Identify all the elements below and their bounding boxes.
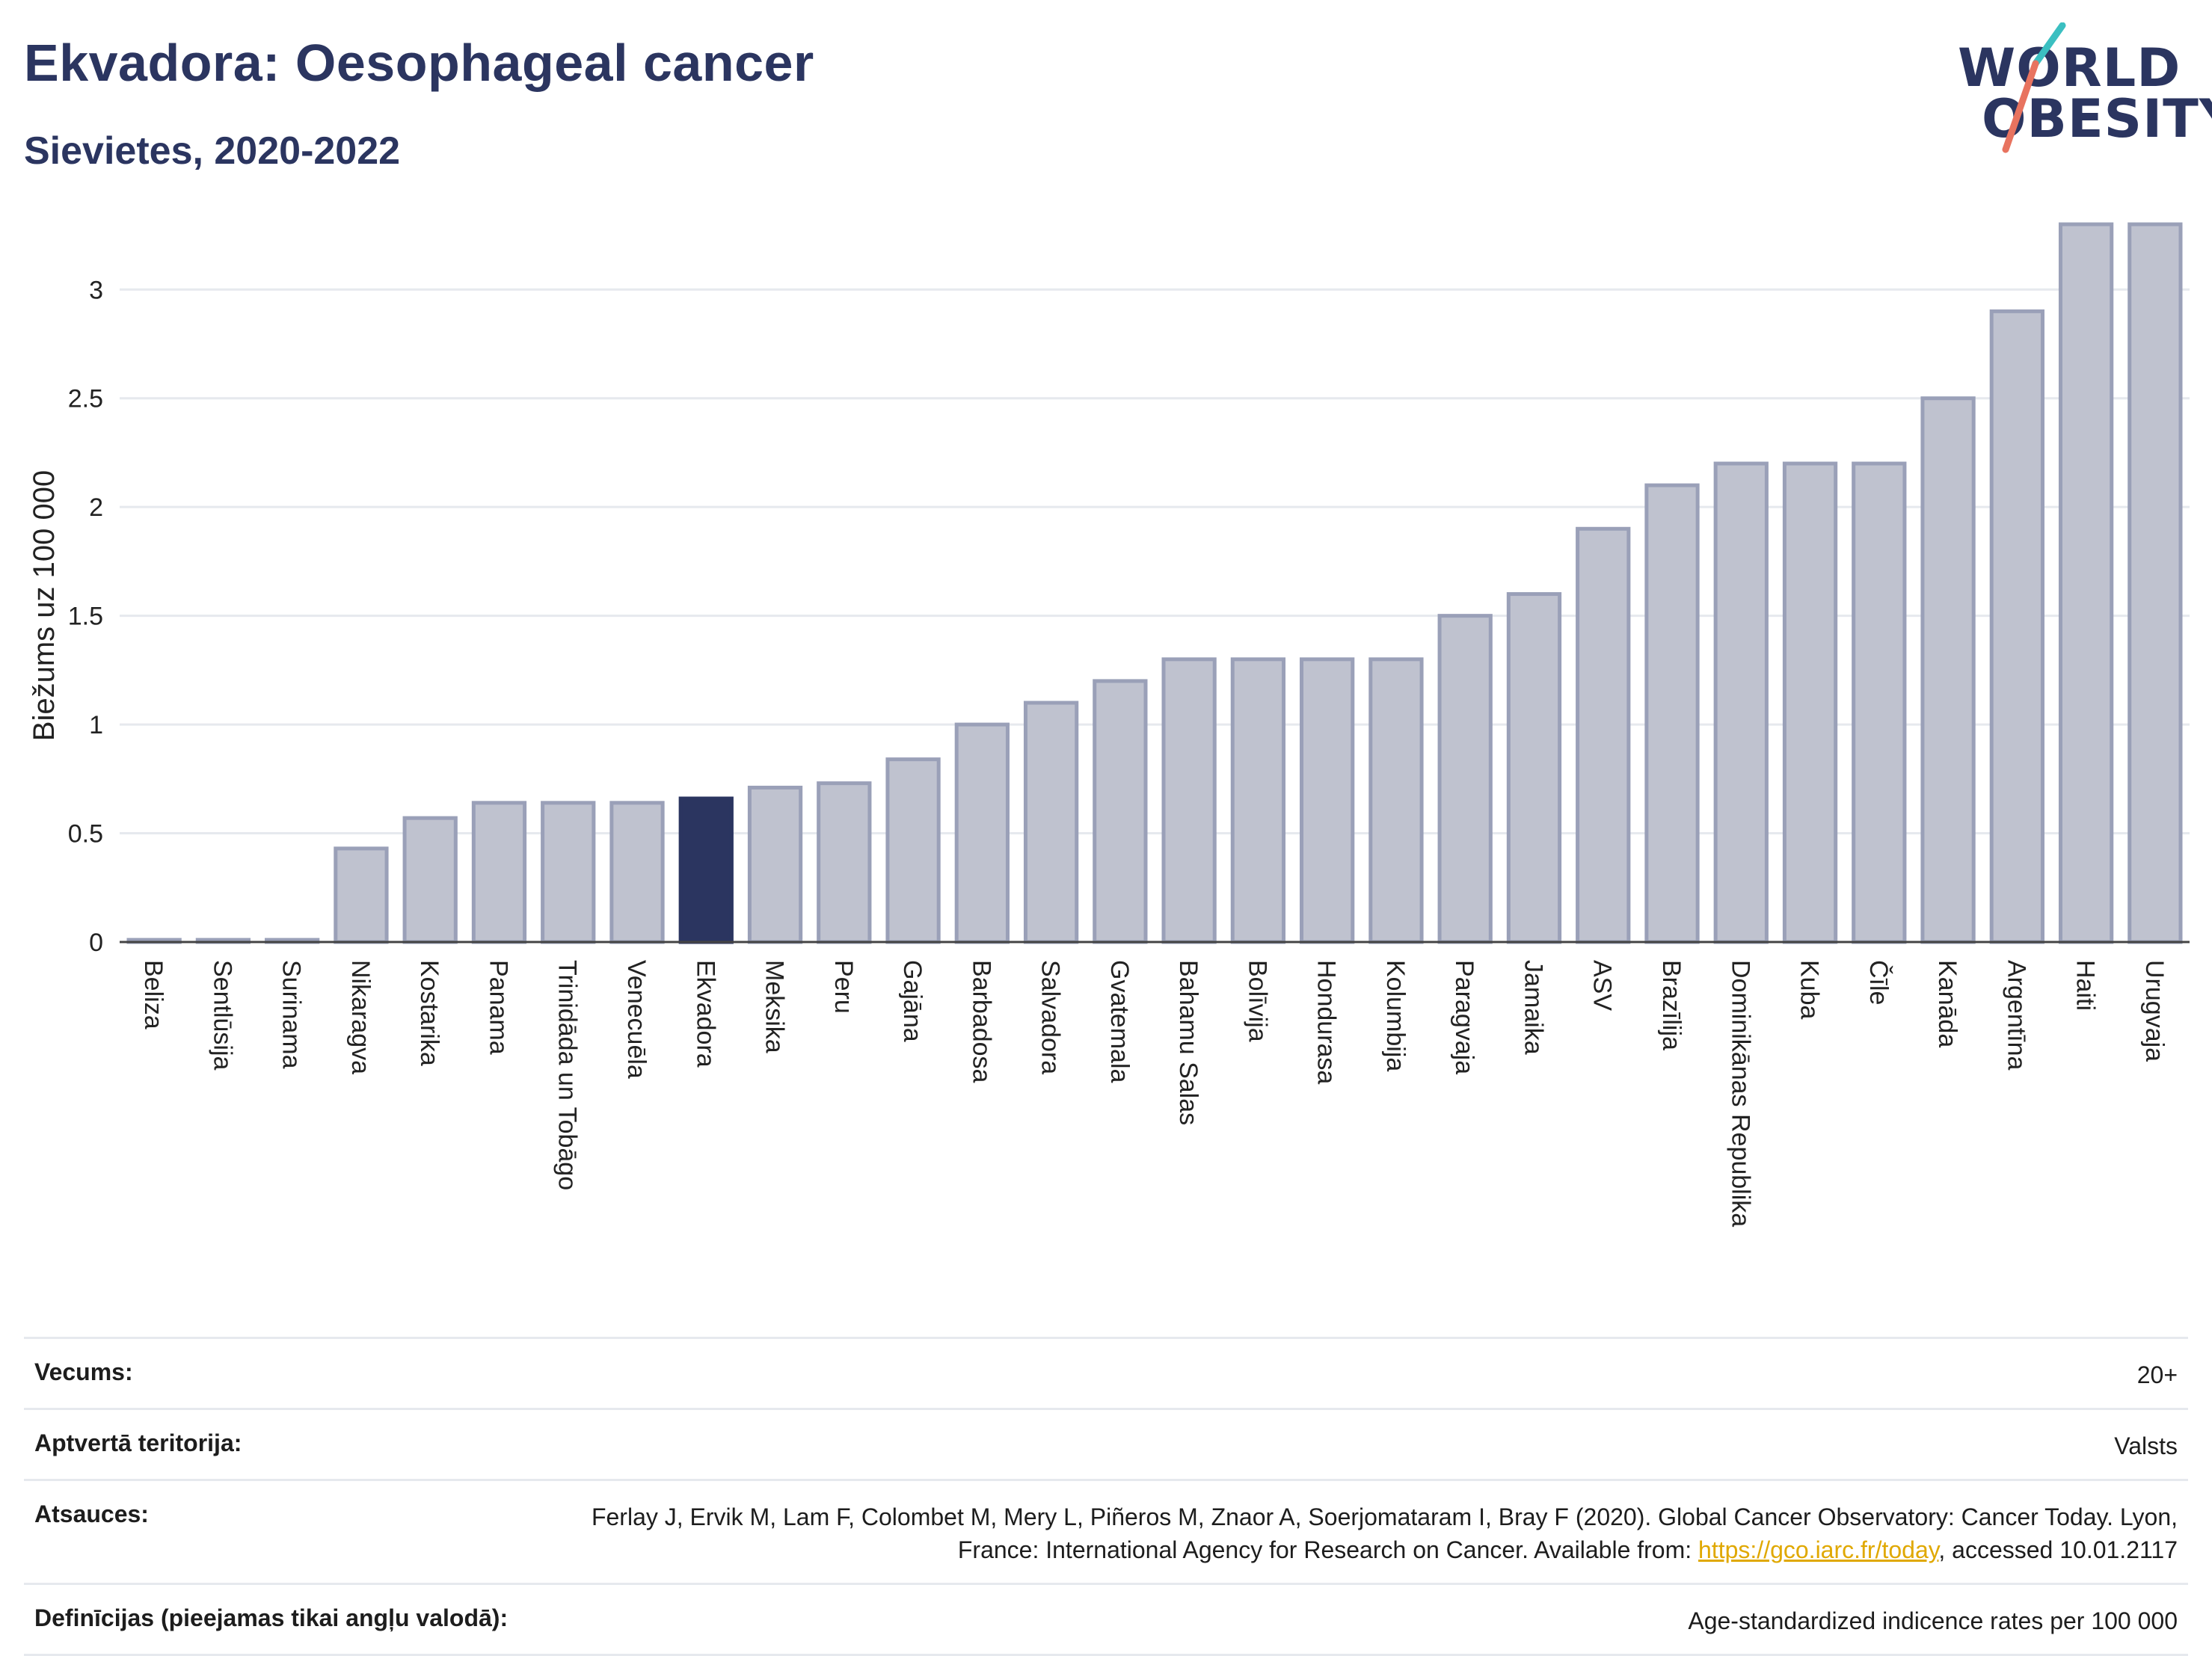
x-tick-label: Bolīvija <box>1243 960 1271 1042</box>
y-tick-label: 1.5 <box>68 603 103 631</box>
info-label-definitions: Definīcijas (pieejamas tikai angļu valod… <box>34 1604 509 1631</box>
y-axis-label: Biežums uz 100 000 <box>28 470 61 741</box>
bar <box>1161 657 1217 944</box>
x-tick-label: Venecuēla <box>622 960 651 1079</box>
x-tick-label: Hondurasa <box>1312 960 1341 1084</box>
bar <box>471 801 527 944</box>
bar <box>1713 461 1769 944</box>
logo-slash-icon <box>2002 22 2066 153</box>
x-tick-label: Čīle <box>1864 960 1893 1005</box>
x-tick-label: Ekvadora <box>691 960 719 1068</box>
info-value-definitions: Age-standardized indicence rates per 100… <box>1688 1607 2178 1634</box>
y-tick-label: 0 <box>89 929 103 957</box>
x-tick-label: Dominikānas Republika <box>1726 960 1754 1227</box>
bar <box>1852 461 1907 944</box>
bar <box>609 801 665 944</box>
bar <box>1437 614 1493 944</box>
info-row-references: Atsauces: Ferlay J, Ervik M, Lam F, Colo… <box>24 1479 2188 1583</box>
x-tick-label: Kolumbija <box>1381 960 1410 1071</box>
bar <box>334 846 389 944</box>
info-value-territory: Valsts <box>2114 1432 2178 1459</box>
chart-subtitle: Sievietes, 2020-2022 <box>24 129 401 173</box>
info-row-age: Vecums: 20+ <box>24 1337 2188 1408</box>
x-tick-label: Argentīna <box>2002 960 2030 1071</box>
reference-link[interactable]: https://gco.iarc.fr/today <box>1698 1536 1939 1563</box>
y-tick-label: 3 <box>89 276 103 304</box>
bar <box>1989 309 2044 944</box>
x-tick-label: Kostarika <box>415 960 443 1066</box>
info-label-territory: Aptvertā teritorija: <box>34 1429 242 1456</box>
info-value-references: Ferlay J, Ervik M, Lam F, Colombet M, Me… <box>532 1500 2178 1566</box>
x-tick-label: Salvadora <box>1036 960 1065 1074</box>
y-tick-label: 2 <box>89 493 103 522</box>
info-row-territory: Aptvertā teritorija: Valsts <box>24 1408 2188 1479</box>
reference-text: Ferlay J, Ervik M, Lam F, Colombet M, Me… <box>591 1503 2178 1563</box>
x-tick-label: Paragvaja <box>1450 960 1478 1074</box>
bar <box>1368 657 1424 944</box>
bar <box>1782 461 1838 944</box>
y-tick-label: 1 <box>89 711 103 739</box>
bar <box>541 801 596 944</box>
bar <box>1506 592 1562 944</box>
bar-chart: 0 0.5 1 1.5 2 2.5 3 Biežums uz 100 000 Beliza Sen… <box>28 222 2190 1227</box>
bar <box>1644 483 1700 944</box>
x-tick-label: Brazīlija <box>1657 960 1686 1050</box>
x-tick-label: Nikaragva <box>346 960 375 1074</box>
bar <box>885 757 941 944</box>
chart-title: Ekvadora: Oesophageal cancer <box>24 34 814 92</box>
x-tick-label: Meksika <box>761 960 789 1053</box>
x-tick-label: Haiti <box>2071 960 2100 1011</box>
bar <box>2058 222 2114 944</box>
bar <box>954 722 1010 944</box>
info-label-references: Atsauces: <box>34 1500 149 1527</box>
x-tick-label: Gajāna <box>898 960 927 1042</box>
x-tick-label: Panama <box>484 960 512 1055</box>
bar <box>678 796 734 944</box>
x-tick-label: ASV <box>1588 960 1617 1011</box>
info-label-age: Vecums: <box>34 1358 133 1385</box>
bar <box>747 785 803 944</box>
x-tick-label: Kuba <box>1795 960 1824 1019</box>
bar <box>817 781 872 944</box>
bar <box>1576 526 1631 944</box>
x-tick-label: Beliza <box>139 960 168 1029</box>
x-tick-label: Bahamu Salas <box>1174 960 1202 1125</box>
x-tick-label: Trinidāda un Tobāgo <box>553 960 582 1190</box>
info-value-age: 20+ <box>2136 1361 2178 1388</box>
bar <box>2127 222 2183 944</box>
bar <box>1920 396 1976 944</box>
bar <box>1093 679 1148 944</box>
info-table: Vecums: 20+ Aptvertā teritorija: Valsts … <box>24 1337 2188 1656</box>
y-tick-label: 2.5 <box>68 385 103 413</box>
x-tick-label: Kanāda <box>1933 960 1961 1047</box>
x-tick-label: Peru <box>829 960 858 1014</box>
reference-accessed: , accessed 10.01.2117 <box>1938 1536 2178 1563</box>
bar <box>402 816 458 944</box>
bar <box>1023 701 1079 944</box>
logo-line1: WORLD <box>1958 37 2181 99</box>
info-row-definitions: Definīcijas (pieejamas tikai angļu valod… <box>24 1583 2188 1656</box>
x-tick-label: Jamaika <box>1519 960 1547 1055</box>
y-tick-label: 0.5 <box>68 820 103 849</box>
bar <box>1230 657 1286 944</box>
x-tick-label: Gvatemala <box>1105 960 1134 1083</box>
x-tick-label: Surinama <box>277 960 306 1069</box>
x-tick-label: Sentlūsija <box>208 960 236 1071</box>
x-tick-label: Urugvaja <box>2140 960 2169 1062</box>
x-tick-label: Barbadosa <box>967 960 995 1083</box>
bar <box>1300 657 1355 944</box>
world-obesity-logo: WORLD OBESITY <box>1952 22 2212 157</box>
